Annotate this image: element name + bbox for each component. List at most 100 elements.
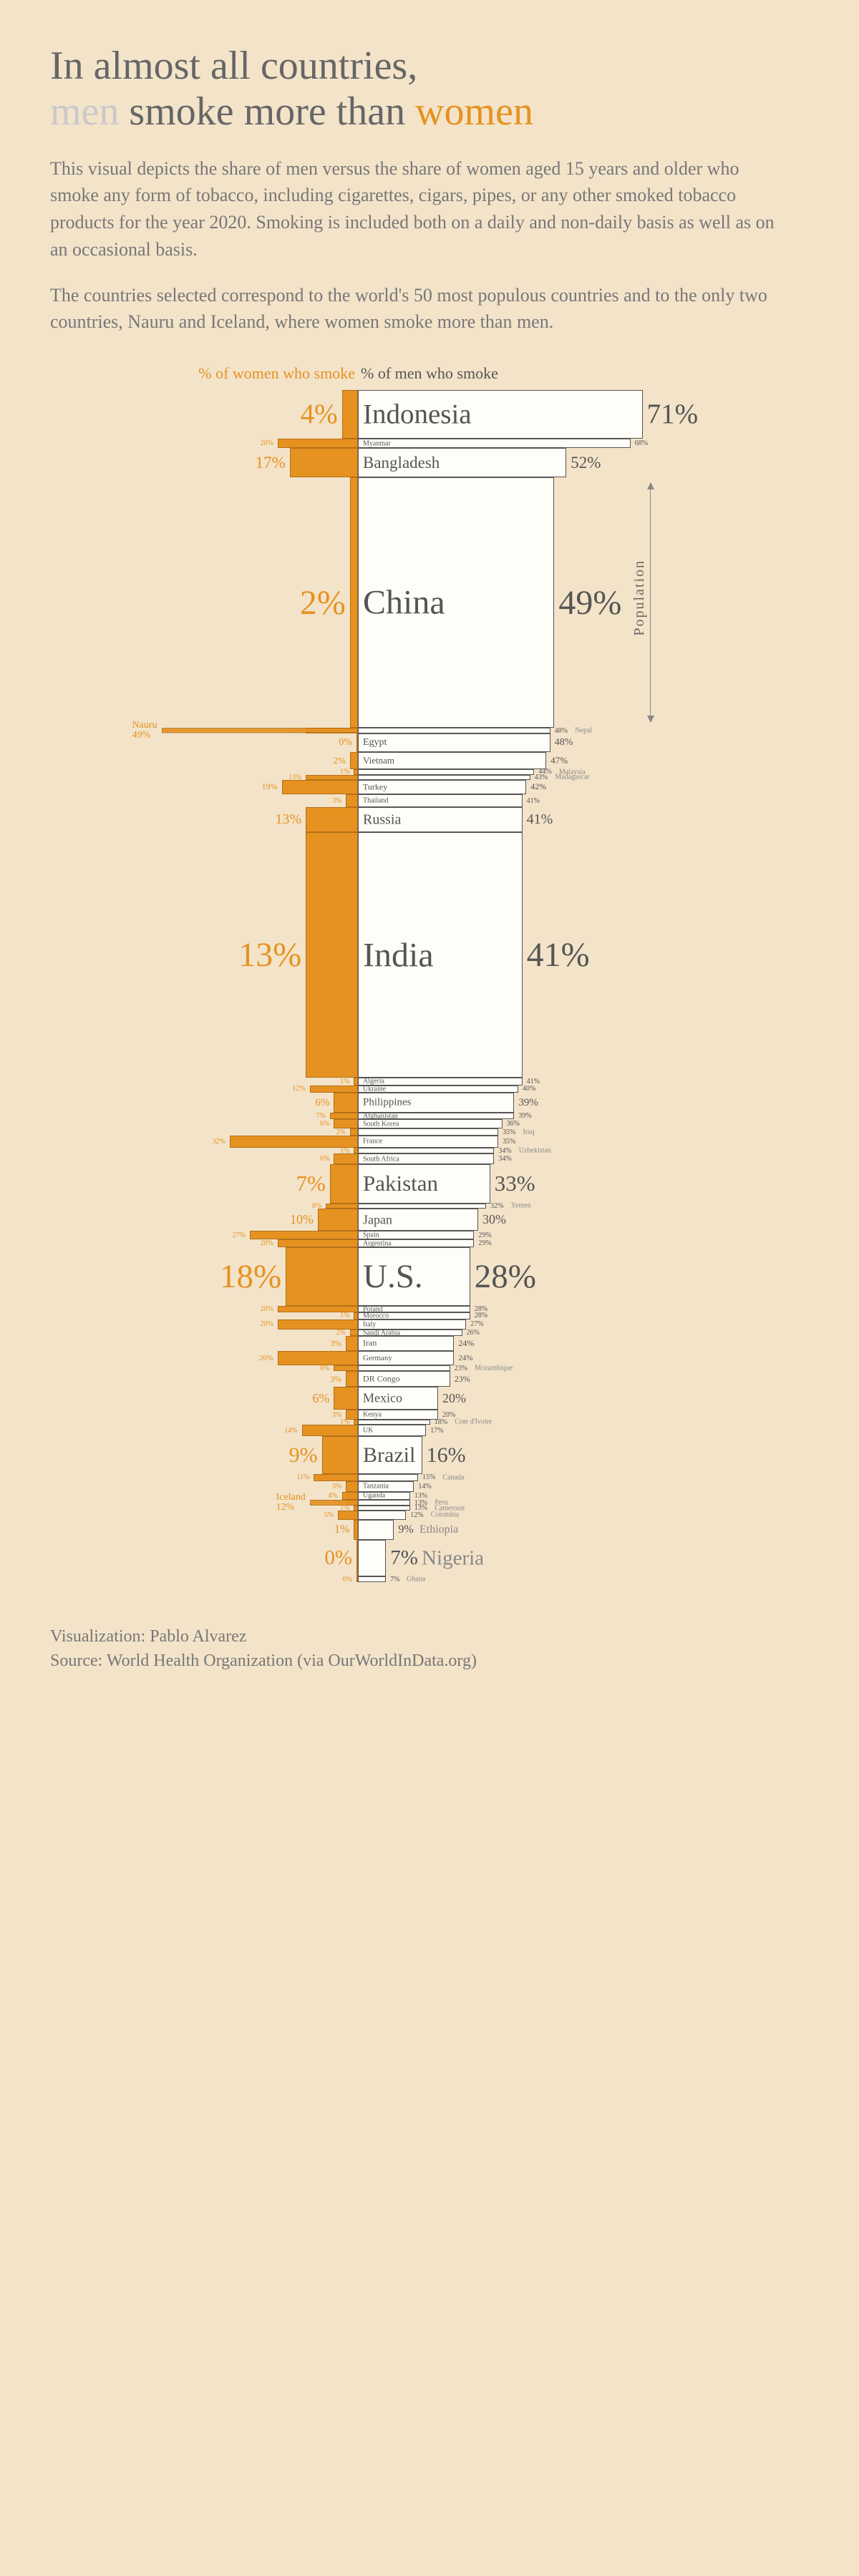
men-bar	[358, 1128, 498, 1136]
country-name: Iraq	[523, 1128, 535, 1136]
men-bar: Thailand	[358, 794, 523, 806]
title-line1: In almost all countries,	[50, 44, 417, 88]
women-value: 1%	[334, 1523, 354, 1536]
men-value: 35%	[498, 1128, 515, 1136]
credits: Visualization: Pablo Alvarez Source: Wor…	[50, 1625, 809, 1673]
women-value: 3%	[330, 1338, 346, 1349]
country-row: 3%Tanzania14%	[50, 1481, 809, 1492]
men-value: 7%	[386, 1576, 399, 1584]
men-value: 24%	[454, 1338, 474, 1349]
women-bar	[290, 448, 358, 477]
country-name: Ghana	[407, 1576, 425, 1584]
country-name: Nigeria	[422, 1546, 484, 1570]
country-row: 6%South Africa34%	[50, 1153, 809, 1164]
men-bar	[358, 1511, 406, 1520]
men-value: 29%	[474, 1239, 491, 1247]
country-row: 3%Iceland12%13%Peru	[50, 1500, 809, 1506]
country-row: 4%Uganda13%	[50, 1492, 809, 1500]
credit-source: Source: World Health Organization (via O…	[50, 1649, 809, 1674]
men-bar	[358, 775, 530, 780]
country-row: 20%Italy27%	[50, 1319, 809, 1330]
men-bar	[358, 1365, 450, 1371]
men-bar	[358, 1500, 410, 1506]
country-row: 0%7%Ghana	[50, 1576, 809, 1582]
country-row: 13%43%Madagascar	[50, 775, 809, 780]
men-bar: Argentina	[358, 1239, 474, 1247]
country-row: 13%Nauru49%48%Nepal	[50, 728, 809, 733]
men-bar: Myanmar	[358, 439, 631, 448]
women-value: 17%	[256, 454, 290, 472]
men-bar: Egypt	[358, 733, 550, 752]
country-row: 5%12%Colombia	[50, 1511, 809, 1520]
country-row: 3%DR Congo23%	[50, 1371, 809, 1387]
country-row: 6%Mexico20%	[50, 1387, 809, 1410]
men-value: 35%	[498, 1138, 515, 1146]
women-bar	[346, 1336, 358, 1351]
men-value: 14%	[414, 1483, 431, 1491]
country-row: 13%Russia41%	[50, 807, 809, 833]
men-bar: China	[358, 477, 554, 728]
country-row: 20%Argentina29%	[50, 1239, 809, 1247]
country-row: 14%UK17%	[50, 1425, 809, 1437]
men-axis-label: % of men who smoke	[361, 364, 498, 383]
description-1: This visual depicts the share of men ver…	[50, 155, 780, 263]
country-row: 19%Turkey42%	[50, 780, 809, 795]
men-value: 41%	[523, 811, 553, 828]
men-bar	[358, 1204, 486, 1209]
country-name: Pakistan	[363, 1171, 438, 1196]
women-value: 0%	[324, 1546, 356, 1570]
men-bar: Ukraine	[358, 1085, 518, 1093]
country-name: Myanmar	[363, 439, 391, 447]
women-bar	[318, 1209, 358, 1231]
men-value: 29%	[474, 1231, 491, 1239]
men-value: 48%	[550, 737, 573, 748]
men-value: 12%	[406, 1511, 423, 1519]
women-value: 20%	[261, 1320, 278, 1328]
women-value: 27%	[232, 1231, 249, 1239]
country-row: 17%Bangladesh52%	[50, 448, 809, 477]
women-bar	[330, 1164, 358, 1204]
men-bar: Vietnam	[358, 752, 546, 769]
country-row: 6%South Korea36%	[50, 1119, 809, 1128]
men-bar	[358, 1520, 394, 1541]
women-bar	[334, 1365, 358, 1371]
men-value: 23%	[450, 1374, 470, 1385]
country-name: India	[363, 935, 434, 975]
men-value: 28%	[470, 1257, 536, 1296]
country-row: 1%44%Malaysia	[50, 769, 809, 775]
men-bar	[358, 1576, 386, 1582]
country-row: 2%Saudi Arabia26%	[50, 1330, 809, 1336]
women-value: 3%	[332, 797, 346, 805]
women-value: 18%	[220, 1257, 286, 1296]
men-bar: Italy	[358, 1319, 466, 1330]
women-bar	[346, 794, 358, 806]
population-label: Population	[631, 560, 648, 636]
women-bar	[282, 780, 358, 795]
country-name: Colombia	[431, 1511, 459, 1519]
women-value: 13%	[238, 935, 306, 975]
women-value: 7%	[296, 1171, 329, 1196]
men-bar: Afghanistan	[358, 1113, 514, 1120]
women-value: 32%	[212, 1138, 229, 1146]
country-row: 8%32%Yemen	[50, 1204, 809, 1209]
women-value: 2%	[300, 583, 350, 623]
men-value: 41%	[523, 935, 590, 975]
women-bar	[334, 1093, 358, 1112]
women-axis-label: % of women who smoke	[198, 364, 355, 383]
women-value: 0%	[339, 737, 356, 748]
men-value: 71%	[643, 398, 699, 430]
men-value: 30%	[478, 1212, 506, 1227]
country-name: Spain	[363, 1231, 379, 1239]
country-name: South Korea	[363, 1120, 399, 1128]
country-row: 1%Morocco28%	[50, 1312, 809, 1319]
country-row: 1%13%Cameroon	[50, 1506, 809, 1511]
women-value: 1%	[340, 1078, 354, 1085]
men-value: 42%	[526, 781, 546, 792]
country-name: UK	[363, 1427, 373, 1435]
country-name: Uganda	[363, 1492, 385, 1500]
country-name: Russia	[363, 811, 401, 828]
men-value: 33%	[490, 1171, 535, 1196]
men-bar: Poland	[358, 1306, 470, 1312]
women-value: 19%	[262, 781, 282, 792]
women-bar	[350, 1128, 358, 1136]
